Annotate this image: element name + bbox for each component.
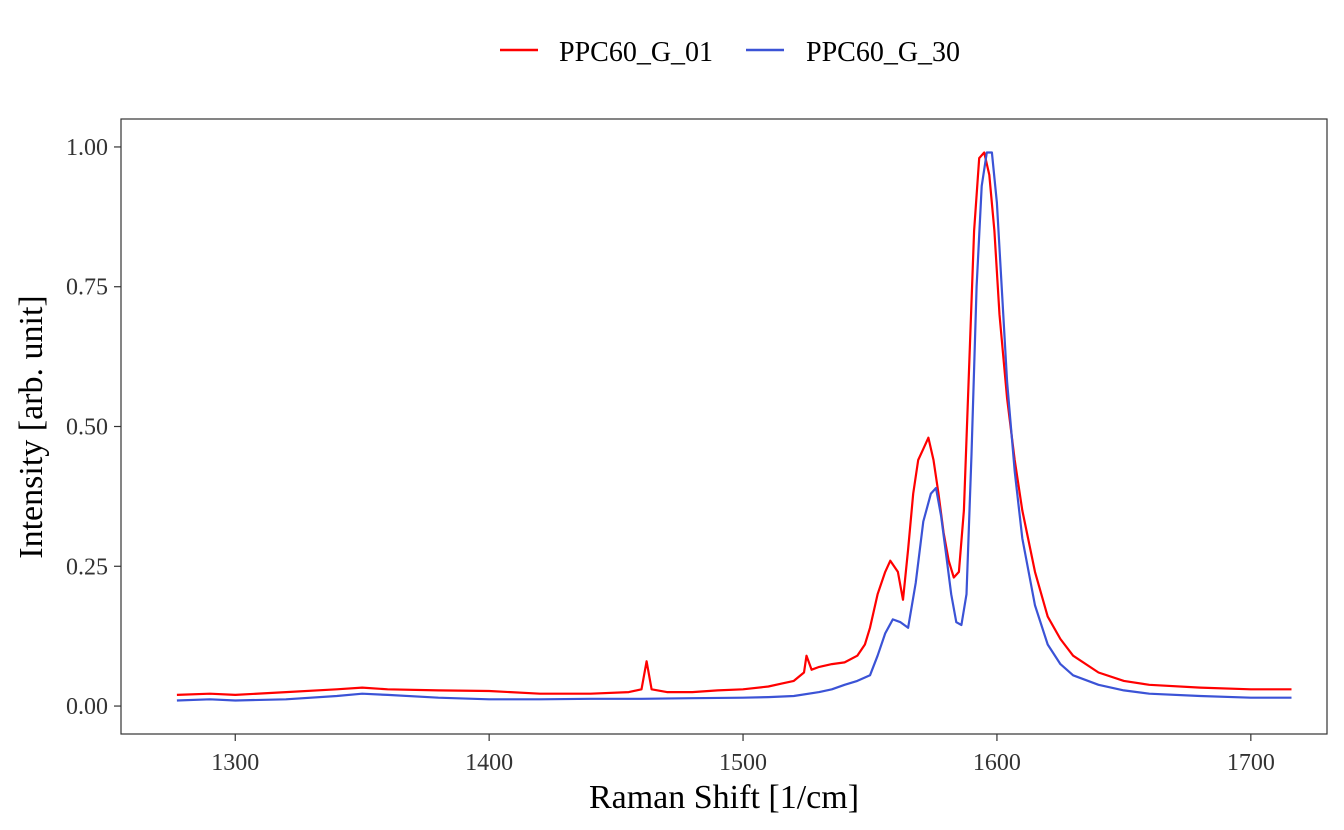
- legend: PPC60_G_01 PPC60_G_30: [500, 37, 960, 68]
- x-axis-title: Raman Shift [1/cm]: [589, 779, 859, 816]
- y-axis-title: Intensity [arb. unit]: [13, 295, 50, 558]
- series-line-ppc60-g-30: [176, 151, 1292, 702]
- y-tick-label: 0.75: [66, 275, 108, 301]
- y-tick-label: 0.25: [66, 554, 108, 580]
- legend-label-ppc60-g-01: PPC60_G_01: [559, 37, 713, 68]
- y-axis: 0.00 0.25 0.50 0.75 1.00: [66, 135, 121, 720]
- x-tick-label: 1500: [719, 750, 767, 776]
- x-tick-label: 1700: [1227, 750, 1275, 776]
- x-tick-label: 1600: [973, 750, 1021, 776]
- y-tick-label: 0.50: [66, 415, 108, 441]
- x-axis: 1300 1400 1500 1600 1700: [211, 734, 1275, 776]
- y-tick-label: 1.00: [66, 135, 108, 161]
- x-tick-label: 1300: [211, 750, 259, 776]
- x-tick-label: 1400: [465, 750, 513, 776]
- y-tick-label: 0.00: [66, 694, 108, 720]
- series-group: [176, 151, 1292, 702]
- legend-label-ppc60-g-30: PPC60_G_30: [806, 37, 960, 68]
